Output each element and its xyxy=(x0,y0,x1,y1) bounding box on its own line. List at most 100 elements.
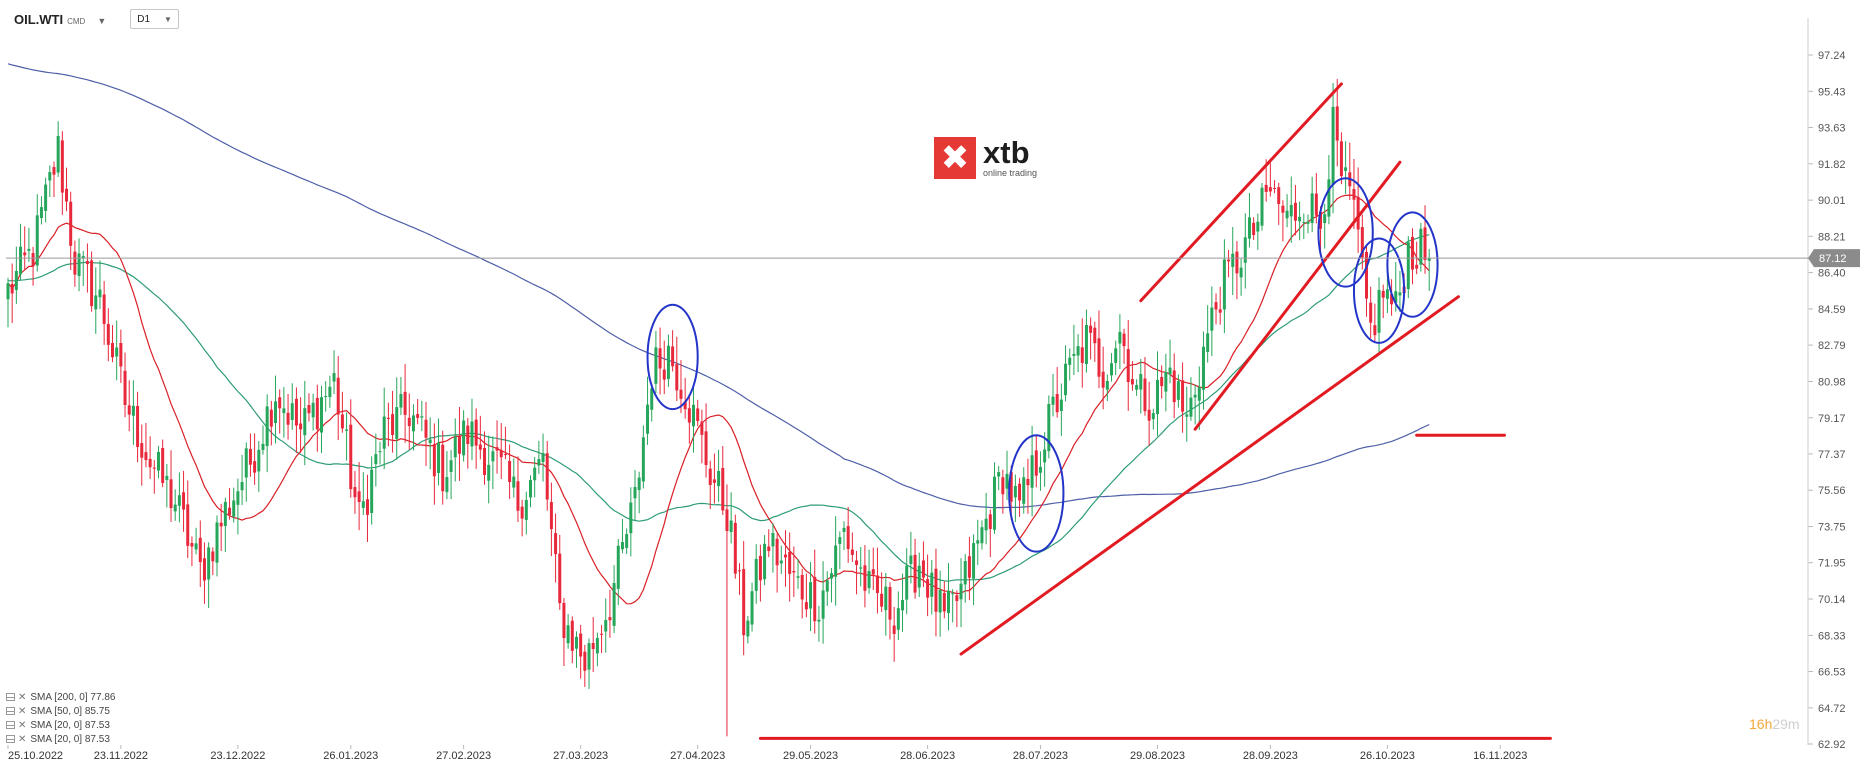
candle xyxy=(345,412,349,461)
chart-toolbar: OIL.WTI CMD ▼ D1 ▼ xyxy=(10,8,179,30)
candle xyxy=(483,431,487,485)
candle xyxy=(253,433,257,485)
candle-body xyxy=(821,590,825,619)
candle-body xyxy=(165,475,169,480)
candle xyxy=(1293,184,1297,236)
candle-body xyxy=(1352,188,1356,200)
candle-body xyxy=(1172,370,1176,403)
candle-body xyxy=(767,546,771,552)
candle-body xyxy=(612,583,616,626)
candle xyxy=(1064,345,1068,402)
candle-body xyxy=(1339,141,1343,177)
candle-body xyxy=(595,637,599,654)
candle-body xyxy=(566,625,570,644)
candle-body xyxy=(641,437,645,482)
y-tick-label: 97.24 xyxy=(1818,50,1846,62)
candle xyxy=(1302,213,1306,239)
close-icon[interactable]: ✕ xyxy=(18,733,27,745)
x-tick-label: 27.02.2023 xyxy=(436,750,491,762)
candle xyxy=(529,475,532,508)
candle xyxy=(1360,214,1364,270)
candle xyxy=(1243,213,1247,289)
drawn-annotations[interactable] xyxy=(646,82,1552,740)
candle-body xyxy=(424,419,428,438)
candle-body xyxy=(303,408,307,436)
trendline xyxy=(1139,82,1343,303)
candle-body xyxy=(282,408,286,414)
candle xyxy=(1406,236,1410,299)
candle xyxy=(1247,192,1251,248)
candle-body xyxy=(963,561,967,585)
candle-body xyxy=(60,140,64,193)
candle-body xyxy=(1122,333,1126,347)
indicator-settings-icon[interactable] xyxy=(6,693,15,701)
candle-body xyxy=(984,518,988,531)
candle-body xyxy=(600,633,604,635)
candle-body xyxy=(779,560,783,564)
candle-body xyxy=(574,636,578,649)
y-tick-label: 77.37 xyxy=(1818,449,1846,461)
candle-body xyxy=(850,549,854,555)
candle-body xyxy=(1306,221,1310,224)
candle-body xyxy=(788,551,792,574)
trendline xyxy=(959,295,1460,656)
indicator-settings-icon[interactable] xyxy=(6,721,15,729)
candle-body xyxy=(119,343,123,367)
candle xyxy=(432,423,436,505)
candle-body xyxy=(800,574,804,600)
candle-body xyxy=(483,447,487,475)
close-icon[interactable]: ✕ xyxy=(18,719,27,731)
candle-body xyxy=(717,470,721,487)
candle xyxy=(1193,384,1197,425)
candle xyxy=(462,410,466,462)
indicator-settings-icon[interactable] xyxy=(6,707,15,715)
candle xyxy=(1222,239,1226,334)
candles xyxy=(6,78,1431,737)
candle xyxy=(637,471,641,514)
candle-body xyxy=(1415,264,1419,269)
candle-body xyxy=(1419,228,1423,265)
close-icon[interactable]: ✕ xyxy=(18,705,27,717)
candle-body xyxy=(1423,227,1427,261)
candle-body xyxy=(637,477,641,491)
candle-body xyxy=(1369,302,1373,323)
candle-body xyxy=(570,620,574,651)
candle-body xyxy=(859,567,863,569)
candle xyxy=(533,456,537,498)
candle xyxy=(558,534,562,610)
candle-body xyxy=(1319,211,1323,229)
close-icon[interactable]: ✕ xyxy=(18,691,27,703)
candle xyxy=(763,535,767,586)
candle-body xyxy=(1406,242,1410,290)
candle xyxy=(712,453,716,504)
candle-body xyxy=(746,620,750,637)
candle xyxy=(186,480,190,559)
candle-body xyxy=(951,593,955,595)
candle xyxy=(817,605,821,642)
candle xyxy=(934,548,938,637)
candle-body xyxy=(1143,378,1147,412)
candle-body xyxy=(1005,473,1009,489)
x-tick-label: 26.01.2023 xyxy=(323,750,378,762)
candle-body xyxy=(855,560,859,565)
candle xyxy=(574,631,578,668)
candle-body xyxy=(809,582,813,609)
timeframe-selector[interactable]: D1 ▼ xyxy=(130,9,179,29)
indicator-row: ✕ SMA [20, 0] 87.53 xyxy=(6,732,115,746)
candle-body xyxy=(700,421,704,435)
candle xyxy=(537,440,541,475)
candle xyxy=(921,541,925,587)
symbol-selector[interactable]: OIL.WTI CMD ▼ xyxy=(10,10,110,29)
candle xyxy=(416,399,420,425)
candle-body xyxy=(407,417,411,427)
candle xyxy=(98,260,102,310)
candle xyxy=(570,616,574,664)
indicator-label: SMA [200, 0] 77.86 xyxy=(30,691,116,703)
candle xyxy=(1101,346,1105,410)
candle-body xyxy=(1009,471,1013,502)
candle-body xyxy=(1285,210,1289,219)
candle xyxy=(1310,176,1314,233)
indicator-settings-icon[interactable] xyxy=(6,735,15,743)
candle-body xyxy=(909,555,913,564)
